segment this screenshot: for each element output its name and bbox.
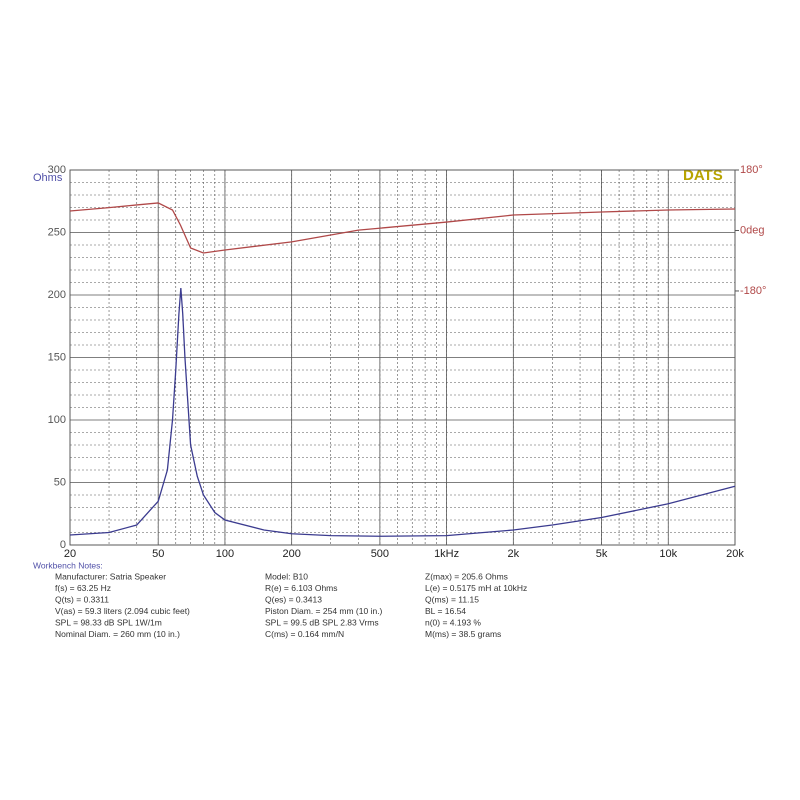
x-tick-label: 20: [64, 548, 76, 560]
note-text: f(s) = 63.25 Hz: [55, 583, 111, 593]
x-tick-label: 50: [152, 548, 164, 560]
logo: DATS: [683, 167, 723, 184]
note-text: Q(ms) = 11.15: [425, 594, 479, 604]
y-tick-label: 300: [48, 164, 66, 176]
x-tick-label: 10k: [659, 548, 677, 560]
note-text: V(as) = 59.3 liters (2.094 cubic feet): [55, 606, 190, 616]
y-axis-label: Ohms: [33, 172, 63, 184]
y-tick-label: 50: [54, 476, 66, 488]
note-text: C(ms) = 0.164 mm/N: [265, 629, 344, 639]
note-text: Manufacturer: Satria Speaker: [55, 571, 166, 581]
x-tick-label: 5k: [596, 548, 608, 560]
x-tick-label: 200: [282, 548, 300, 560]
x-tick-label: 1kHz: [434, 548, 459, 560]
y-tick-label: 100: [48, 414, 66, 426]
series-line: [69, 202, 736, 254]
note-text: Q(es) = 0.3413: [265, 594, 322, 604]
series-line: [69, 287, 736, 537]
note-text: SPL = 99.5 dB SPL 2.83 Vrms: [265, 617, 379, 627]
note-text: Q(ts) = 0.3311: [55, 594, 109, 604]
y-tick-label: 250: [48, 226, 66, 238]
note-text: Nominal Diam. = 260 mm (10 in.): [55, 629, 180, 639]
y-tick-label: 200: [48, 289, 66, 301]
note-text: Z(max) = 205.6 Ohms: [425, 571, 508, 581]
x-tick-label: 100: [216, 548, 234, 560]
notes-title: Workbench Notes:: [33, 560, 103, 570]
y2-tick-label: 180°: [740, 164, 763, 176]
note-text: BL = 16.54: [425, 606, 466, 616]
x-tick-label: 500: [371, 548, 389, 560]
note-text: M(ms) = 38.5 grams: [425, 629, 501, 639]
note-text: L(e) = 0.5175 mH at 10kHz: [425, 583, 527, 593]
note-text: SPL = 98.33 dB SPL 1W/1m: [55, 617, 162, 627]
note-text: n(0) = 4.193 %: [425, 617, 481, 627]
note-text: R(e) = 6.103 Ohms: [265, 583, 338, 593]
note-text: Model: B10: [265, 571, 308, 581]
y-tick-label: 150: [48, 351, 66, 363]
y2-tick-label: -180°: [740, 285, 766, 297]
note-text: Piston Diam. = 254 mm (10 in.): [265, 606, 383, 616]
x-tick-label: 2k: [508, 548, 520, 560]
y-tick-label: 0: [60, 539, 66, 551]
y2-tick-label: 0deg: [740, 224, 764, 236]
x-tick-label: 20k: [726, 548, 744, 560]
